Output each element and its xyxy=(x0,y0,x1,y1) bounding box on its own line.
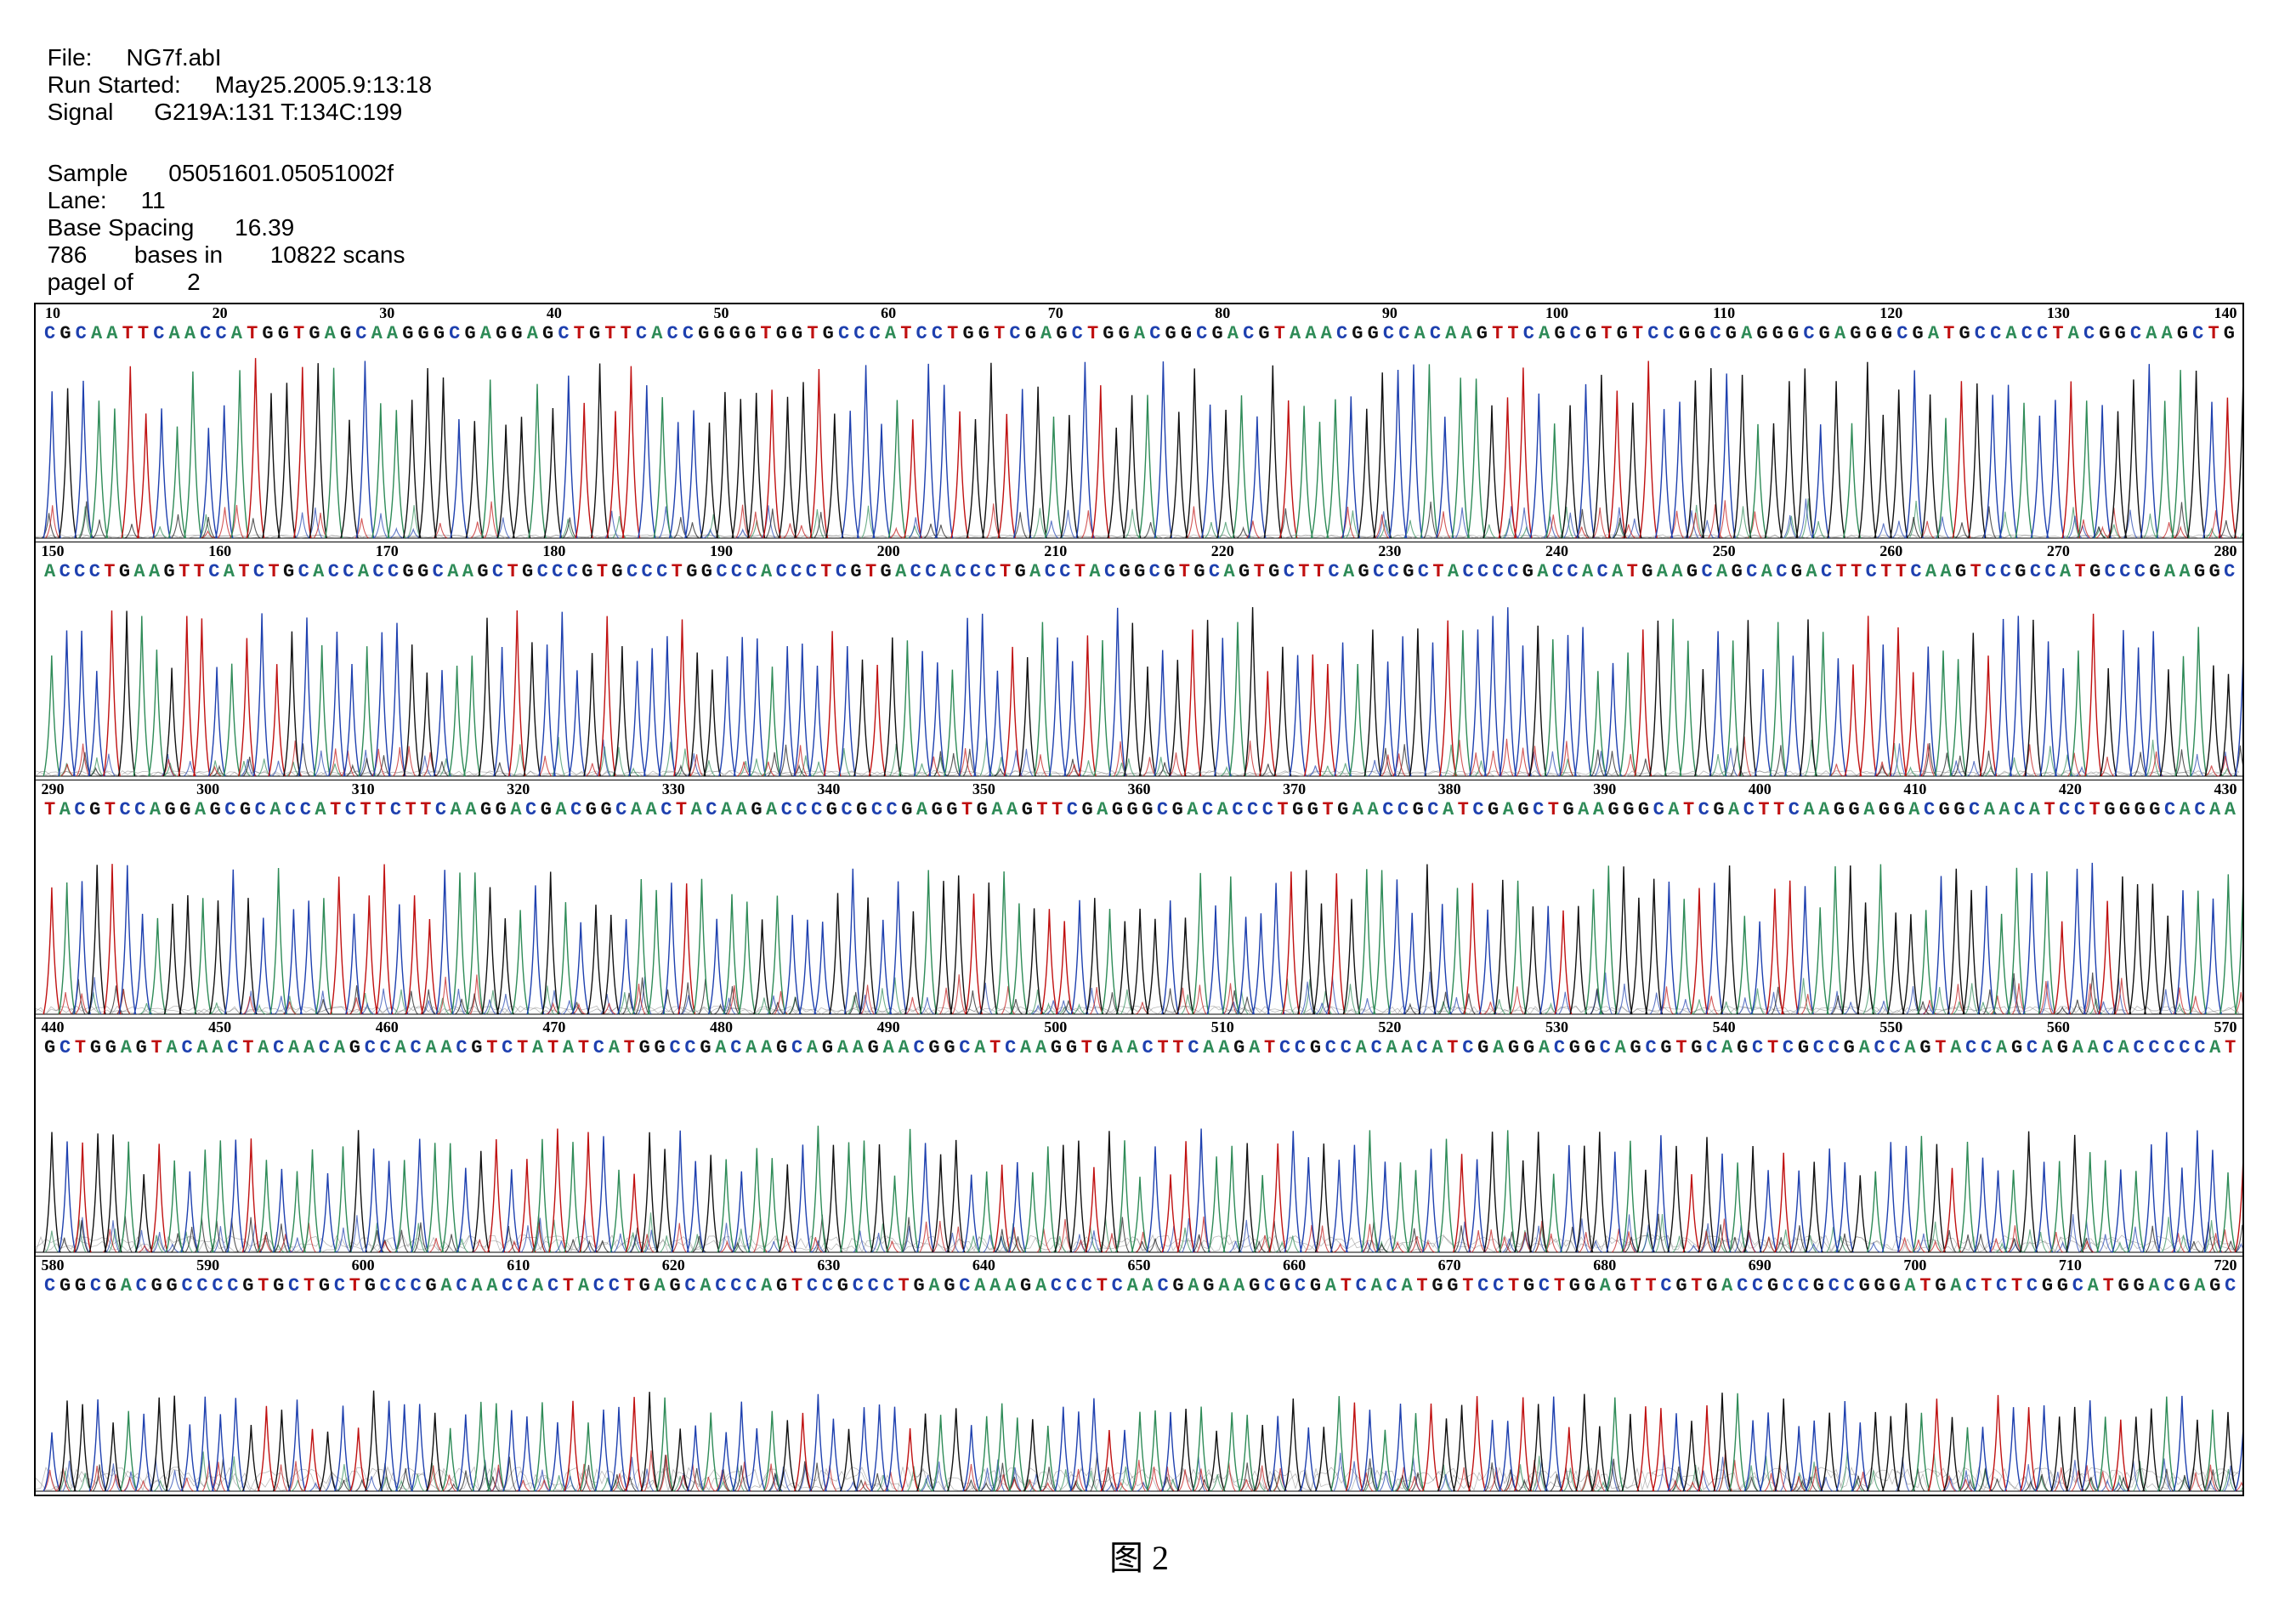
chromatogram-row: 440 450 460 470 480 490 500 510 520 530 540 550 560 5… xyxy=(36,1018,2242,1257)
position-ruler: 440 450 460 470 480 490 500 510 520 530 540 550 560 5… xyxy=(36,1018,2242,1039)
ruler-tick: 450 xyxy=(208,1018,231,1036)
ruler-tick: 160 xyxy=(208,542,231,560)
ruler-tick: 280 xyxy=(2214,542,2237,560)
ruler-tick: 530 xyxy=(1545,1018,1568,1036)
ruler-tick: 90 xyxy=(1382,304,1397,322)
position-ruler: 290 300 310 320 330 340 350 360 370 380 390 400 410 4… xyxy=(36,780,2242,801)
ruler-tick: 130 xyxy=(2047,304,2070,322)
ruler-tick: 580 xyxy=(42,1257,65,1274)
ruler-tick: 440 xyxy=(42,1018,65,1036)
ruler-tick: 190 xyxy=(710,542,733,560)
ruler-tick: 510 xyxy=(1211,1018,1234,1036)
ruler-tick: 360 xyxy=(1128,780,1151,798)
figure-caption: 图 2 xyxy=(34,1530,2244,1580)
chromatogram-row: 150 160 170 180 190 200 210 220 230 240 250 260 270 2… xyxy=(36,542,2242,780)
ruler-tick: 250 xyxy=(1713,542,1736,560)
trace-area xyxy=(36,343,2242,542)
ruler-tick: 40 xyxy=(547,304,562,322)
ruler-tick: 120 xyxy=(1879,304,1902,322)
ruler-tick: 400 xyxy=(1749,780,1772,798)
base-sequence: TACGTCCAGGAGCGCACCATCTTCTTCAAGGACGACGGCA… xyxy=(36,799,2242,820)
ruler-tick: 310 xyxy=(352,780,375,798)
base-sequence: GCTGGAGTACAACTACAACAGCCACAACGTCTATATCATG… xyxy=(36,1037,2242,1058)
trace-area xyxy=(36,1058,2242,1256)
ruler-tick: 70 xyxy=(1048,304,1063,322)
trace-area xyxy=(36,1296,2242,1495)
ruler-tick: 600 xyxy=(352,1257,375,1274)
ruler-tick: 390 xyxy=(1593,780,1616,798)
ruler-tick: 300 xyxy=(196,780,219,798)
ruler-tick: 140 xyxy=(2214,304,2237,322)
header-line-1: File:NG7f.abI Run Started:May25.2005.9:1… xyxy=(34,17,2262,126)
trace-area xyxy=(36,582,2242,780)
chromatogram-row: 290 300 310 320 330 340 350 360 370 380 390 400 410 4… xyxy=(36,780,2242,1018)
ruler-tick: 30 xyxy=(379,304,394,322)
ruler-tick: 170 xyxy=(376,542,399,560)
ruler-tick: 720 xyxy=(2214,1257,2237,1274)
ruler-tick: 420 xyxy=(2059,780,2082,798)
ruler-tick: 100 xyxy=(1545,304,1568,322)
ruler-tick: 550 xyxy=(1879,1018,1902,1036)
position-ruler: 10 20 30 40 50 60 70 80 90 100 110 120 130 140 xyxy=(36,304,2242,325)
ruler-tick: 520 xyxy=(1378,1018,1401,1036)
ruler-tick: 620 xyxy=(662,1257,685,1274)
ruler-tick: 590 xyxy=(196,1257,219,1274)
ruler-tick: 460 xyxy=(376,1018,399,1036)
chromatogram-row: 10 20 30 40 50 60 70 80 90 100 110 120 130 140CGCAATT… xyxy=(36,304,2242,542)
ruler-tick: 650 xyxy=(1128,1257,1151,1274)
chromatogram-row: 580 590 600 610 620 630 640 650 660 670 680 690 700 7… xyxy=(36,1257,2242,1495)
base-sequence: CGCAATTCAACCATGGTGAGCAAGGGCGAGGAGCTGTTCA… xyxy=(36,323,2242,344)
ruler-tick: 710 xyxy=(2059,1257,2082,1274)
chromatogram-panel: 10 20 30 40 50 60 70 80 90 100 110 120 130 140CGCAATT… xyxy=(34,303,2244,1496)
ruler-tick: 490 xyxy=(877,1018,900,1036)
header-line-2: Sample 05051601.05051002f Lane:11 Base S… xyxy=(34,133,2262,296)
ruler-tick: 320 xyxy=(507,780,530,798)
ruler-tick: 210 xyxy=(1044,542,1067,560)
ruler-tick: 330 xyxy=(662,780,685,798)
ruler-tick: 150 xyxy=(42,542,65,560)
ruler-tick: 350 xyxy=(972,780,995,798)
ruler-tick: 640 xyxy=(972,1257,995,1274)
ruler-tick: 700 xyxy=(1903,1257,1926,1274)
ruler-tick: 560 xyxy=(2047,1018,2070,1036)
ruler-tick: 200 xyxy=(877,542,900,560)
ruler-tick: 80 xyxy=(1215,304,1230,322)
ruler-tick: 270 xyxy=(2047,542,2070,560)
ruler-tick: 660 xyxy=(1283,1257,1306,1274)
ruler-tick: 110 xyxy=(1713,304,1735,322)
ruler-tick: 220 xyxy=(1211,542,1234,560)
position-ruler: 150 160 170 180 190 200 210 220 230 240 250 260 270 2… xyxy=(36,542,2242,563)
ruler-tick: 470 xyxy=(542,1018,565,1036)
ruler-tick: 380 xyxy=(1438,780,1461,798)
ruler-tick: 260 xyxy=(1879,542,1902,560)
base-sequence: ACCCTGAAGTTCATCTGCACCACCGGCAAGCTGCCCGTGC… xyxy=(36,561,2242,582)
ruler-tick: 670 xyxy=(1438,1257,1461,1274)
base-sequence: CGGCGACGGCCCCGTGCTGCTGCCCGACAACCACTACCTG… xyxy=(36,1275,2242,1296)
ruler-tick: 410 xyxy=(1903,780,1926,798)
ruler-tick: 610 xyxy=(507,1257,530,1274)
ruler-tick: 500 xyxy=(1044,1018,1067,1036)
trace-area xyxy=(36,820,2242,1018)
ruler-tick: 20 xyxy=(213,304,228,322)
ruler-tick: 680 xyxy=(1593,1257,1616,1274)
ruler-tick: 430 xyxy=(2214,780,2237,798)
ruler-tick: 630 xyxy=(817,1257,840,1274)
ruler-tick: 240 xyxy=(1545,542,1568,560)
ruler-tick: 370 xyxy=(1283,780,1306,798)
ruler-tick: 60 xyxy=(881,304,896,322)
ruler-tick: 570 xyxy=(2214,1018,2237,1036)
ruler-tick: 290 xyxy=(42,780,65,798)
ruler-tick: 480 xyxy=(710,1018,733,1036)
ruler-tick: 540 xyxy=(1713,1018,1736,1036)
position-ruler: 580 590 600 610 620 630 640 650 660 670 680 690 700 7… xyxy=(36,1257,2242,1277)
ruler-tick: 340 xyxy=(817,780,840,798)
ruler-tick: 180 xyxy=(542,542,565,560)
ruler-tick: 50 xyxy=(713,304,728,322)
ruler-tick: 10 xyxy=(45,304,60,322)
ruler-tick: 230 xyxy=(1378,542,1401,560)
ruler-tick: 690 xyxy=(1749,1257,1772,1274)
